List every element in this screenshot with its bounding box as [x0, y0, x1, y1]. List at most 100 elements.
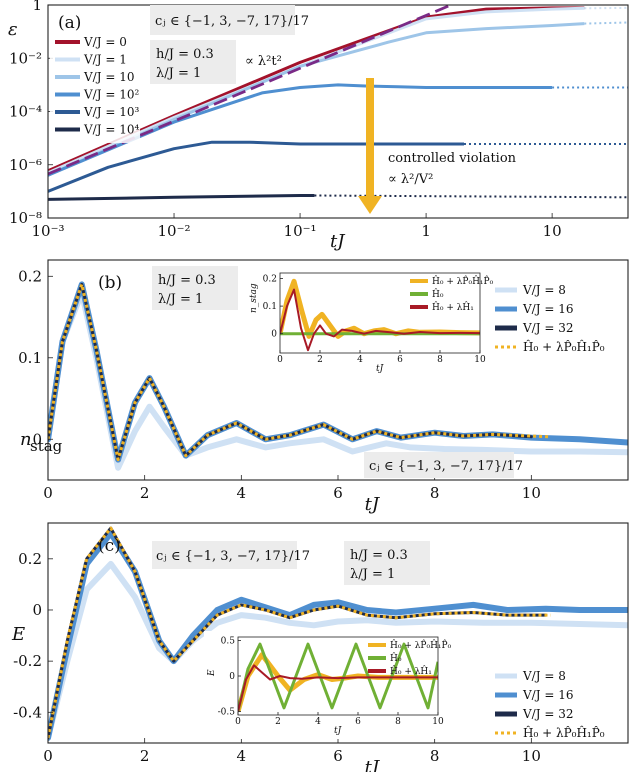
annotation-h: h/J = 0.3	[158, 273, 216, 288]
x-tick-label: 8	[437, 355, 443, 365]
x-axis-label: tJ	[330, 231, 346, 252]
x-tick-label: 6	[397, 355, 403, 365]
legend-box	[50, 35, 140, 143]
legend-label: V/J = 8	[522, 669, 566, 683]
x-tick-label: 10⁻¹	[284, 222, 317, 240]
annotation-cj: cⱼ ∈ {−1, 3, −7, 17}/17	[369, 459, 523, 474]
y-tick-label: 0.1	[18, 349, 42, 367]
y-tick-label: 0.1	[263, 302, 277, 312]
y-tick-label: 0.2	[263, 275, 277, 285]
legend-label: V/J = 10⁴	[83, 123, 139, 137]
annotation-violation-scale: ∝ λ²/V²	[388, 172, 433, 187]
inset-chart: 0 2 4 6 8 10 0 0.1 0.2 tJ n_stag Ĥ₀ + λP̂₀Ĥ₁P̂₀Ĥ₀Ĥ₀…	[246, 267, 494, 377]
x-tick-label: 10⁻²	[158, 222, 191, 240]
y-tick-label: 0.2	[18, 267, 42, 285]
y-axis-label: ε	[8, 19, 18, 40]
x-tick-label: 0	[43, 747, 53, 765]
x-tick-label: 10	[543, 222, 562, 240]
panel-label: (b)	[98, 273, 122, 293]
legend: V/J = 8 V/J = 16 V/J = 32 Ĥ₀ + λP̂₀Ĥ₁P̂₀	[495, 669, 605, 740]
inset-x-label: tJ	[376, 364, 385, 374]
x-tick-label: 4	[237, 484, 247, 502]
inset-plot-area	[280, 278, 480, 352]
y-tick-label: -0.2	[13, 652, 42, 670]
series-line	[48, 140, 464, 193]
x-tick-label: 4	[357, 355, 363, 365]
x-tick-label: 4	[315, 717, 321, 727]
series-line	[48, 6, 585, 175]
inset-y-label: n_stag	[249, 283, 259, 313]
axes-frame	[279, 272, 481, 354]
x-tick-label: 4	[237, 747, 247, 765]
y-tick-label: 0.5	[221, 637, 236, 647]
legend-label: V/J = 32	[522, 321, 573, 335]
legend-label: V/J = 1	[83, 53, 127, 67]
x-tick-label: 2	[140, 484, 150, 502]
y-tick-label: 10⁻⁴	[9, 103, 42, 121]
plot-area	[48, 526, 628, 741]
x-tick-label: 2	[275, 717, 281, 727]
inset-series-line	[280, 288, 480, 352]
y-axis-label: E	[11, 624, 25, 645]
annotation-fit: ∝ λ²t²	[245, 54, 282, 69]
series-line	[48, 194, 315, 201]
series-line	[48, 282, 551, 462]
x-tick-label: 0	[277, 355, 283, 365]
x-tick-label: 10	[522, 747, 541, 765]
series-line-dotted	[584, 21, 628, 25]
chart-a: 10⁻³ 10⁻² 10⁻¹ 1 10 1 10⁻² 10⁻⁴ 10⁻⁶ 10⁻⁸ tJ ε (a) cⱼ…	[8, 0, 629, 252]
legend-label: V/J = 32	[522, 707, 573, 721]
panel-label: (c)	[98, 536, 121, 556]
y-tick-label: 10⁻²	[9, 49, 42, 67]
legend-label: V/J = 8	[522, 283, 566, 297]
annotation-box	[152, 266, 238, 310]
y-tick-label: -0.5	[218, 707, 236, 717]
inset-legend-label: Ĥ₀	[432, 288, 444, 300]
x-tick-label: 8	[430, 747, 440, 765]
legend-label: V/J = 0	[83, 35, 127, 49]
x-tick-label: 2	[317, 355, 323, 365]
legend-label: V/J = 16	[522, 688, 573, 702]
y-tick-label: 0	[229, 672, 235, 682]
x-tick-label: 6	[333, 484, 343, 502]
inset-legend-label: Ĥ₀ + λĤ₁	[390, 665, 432, 677]
inset-legend-label: Ĥ₀ + λP̂₀Ĥ₁P̂₀	[390, 639, 452, 651]
x-tick-label: 10	[474, 355, 486, 365]
series-line-dotted	[314, 194, 628, 199]
legend: V/J = 8 V/J = 16 V/J = 32 Ĥ₀ + λP̂₀Ĥ₁P̂₀	[495, 283, 605, 354]
x-tick-label: 10	[432, 717, 444, 727]
x-tick-label: 0	[43, 484, 53, 502]
annotation-h: h/J = 0.3	[350, 548, 408, 563]
panel-label: (a)	[58, 13, 81, 33]
chart-c: 0 2 4 6 8 10 0.2 0 -0.2 -0.4 tJ (c) Ecⱼ ∈ {−1, 3, −7…	[11, 522, 629, 772]
annotation-box	[150, 5, 295, 35]
annotation-box	[150, 40, 236, 84]
inset-x-label: tJ	[334, 726, 343, 736]
inset-legend-label: Ĥ₀ + λP̂₀Ĥ₁P̂₀	[432, 275, 494, 287]
x-tick-label: 2	[140, 747, 150, 765]
inset-background	[246, 267, 488, 377]
annotation-lambda: λ/J = 1	[156, 66, 201, 81]
legend-label: Ĥ₀ + λP̂₀Ĥ₁P̂₀	[523, 725, 605, 740]
y-tick-label: 10⁻⁸	[9, 209, 42, 227]
annotation-cj: cⱼ ∈ {−1, 3, −7, 17}/17	[156, 549, 310, 564]
y-tick-label: 0	[32, 601, 42, 619]
y-tick-label: 1	[32, 0, 42, 14]
y-axis-label: n	[20, 429, 32, 450]
plot-area	[48, 281, 628, 471]
plot-area	[48, 5, 628, 201]
series-line	[48, 22, 585, 177]
inset-legend-label: Ĥ₀	[390, 652, 402, 664]
x-axis-label: tJ	[365, 494, 381, 515]
annotation-box	[152, 541, 297, 569]
y-tick-label: 10⁻⁶	[9, 156, 42, 174]
x-tick-label: 10	[522, 484, 541, 502]
x-tick-label: 10⁻³	[31, 222, 64, 240]
y-tick-label: 0	[32, 430, 42, 448]
series-line	[48, 83, 553, 177]
legend-label: Ĥ₀ + λP̂₀Ĥ₁P̂₀	[523, 339, 605, 354]
inset-legend-label: Ĥ₀ + λĤ₁	[432, 301, 474, 313]
x-tick-label: 6	[333, 747, 343, 765]
